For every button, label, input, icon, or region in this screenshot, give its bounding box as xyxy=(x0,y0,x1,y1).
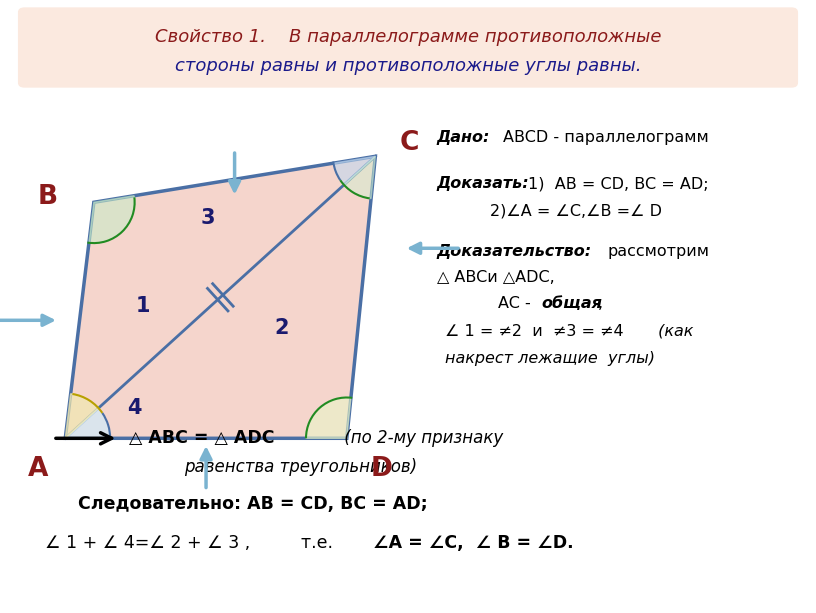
Text: 1: 1 xyxy=(135,297,150,316)
Text: A: A xyxy=(28,456,48,482)
Text: (по 2-му признаку: (по 2-му признаку xyxy=(339,429,503,447)
Text: C: C xyxy=(400,129,419,156)
Polygon shape xyxy=(65,156,375,438)
Text: Дано:: Дано: xyxy=(437,131,490,145)
Text: общая: общая xyxy=(541,296,602,311)
Text: △ ABCи △ADC,: △ ABCи △ADC, xyxy=(437,270,554,284)
Polygon shape xyxy=(344,156,375,199)
Text: ABCD - параллелограмм: ABCD - параллелограмм xyxy=(503,131,709,145)
Text: 4: 4 xyxy=(127,398,142,417)
Polygon shape xyxy=(89,196,135,243)
Text: накрест лежащие  углы): накрест лежащие углы) xyxy=(445,351,654,366)
Text: равенства треугольников): равенства треугольников) xyxy=(184,458,417,476)
Polygon shape xyxy=(334,156,375,185)
Text: Доказательство:: Доказательство: xyxy=(437,244,592,259)
Text: рассмотрим: рассмотрим xyxy=(608,244,710,259)
Text: ∠ 1 + ∠ 4=∠ 2 + ∠ 3 ,: ∠ 1 + ∠ 4=∠ 2 + ∠ 3 , xyxy=(45,533,251,552)
Text: 2)∠A = ∠C,∠B =∠ D: 2)∠A = ∠C,∠B =∠ D xyxy=(490,204,662,219)
Text: Следовательно: AB = CD, BC = AD;: Следовательно: AB = CD, BC = AD; xyxy=(78,495,428,513)
Polygon shape xyxy=(306,397,351,438)
Text: AC -: AC - xyxy=(498,296,535,311)
Text: D: D xyxy=(370,456,392,482)
Text: ∠A = ∠C,  ∠ B = ∠D.: ∠A = ∠C, ∠ B = ∠D. xyxy=(355,533,574,552)
Text: 2: 2 xyxy=(274,318,289,338)
Text: Доказать:: Доказать: xyxy=(437,177,530,191)
Text: B: B xyxy=(38,184,58,210)
FancyBboxPatch shape xyxy=(18,7,798,88)
Text: Свойство 1.    В параллелограмме противоположные: Свойство 1. В параллелограмме противопол… xyxy=(155,28,661,46)
Text: ∠ 1 = ≠2  и  ≠3 = ≠4: ∠ 1 = ≠2 и ≠3 = ≠4 xyxy=(445,324,623,338)
Text: 3: 3 xyxy=(201,208,215,227)
Text: (как: (как xyxy=(653,324,693,338)
Text: ,: , xyxy=(598,296,603,311)
Text: т.е.: т.е. xyxy=(290,533,333,552)
Polygon shape xyxy=(65,408,110,438)
Polygon shape xyxy=(65,394,99,438)
Text: стороны равны и противоположные углы равны.: стороны равны и противоположные углы рав… xyxy=(175,56,641,75)
Text: △ ABC = △ ADC: △ ABC = △ ADC xyxy=(129,429,274,447)
Text: 1)  AB = CD, BC = AD;: 1) AB = CD, BC = AD; xyxy=(528,177,708,191)
